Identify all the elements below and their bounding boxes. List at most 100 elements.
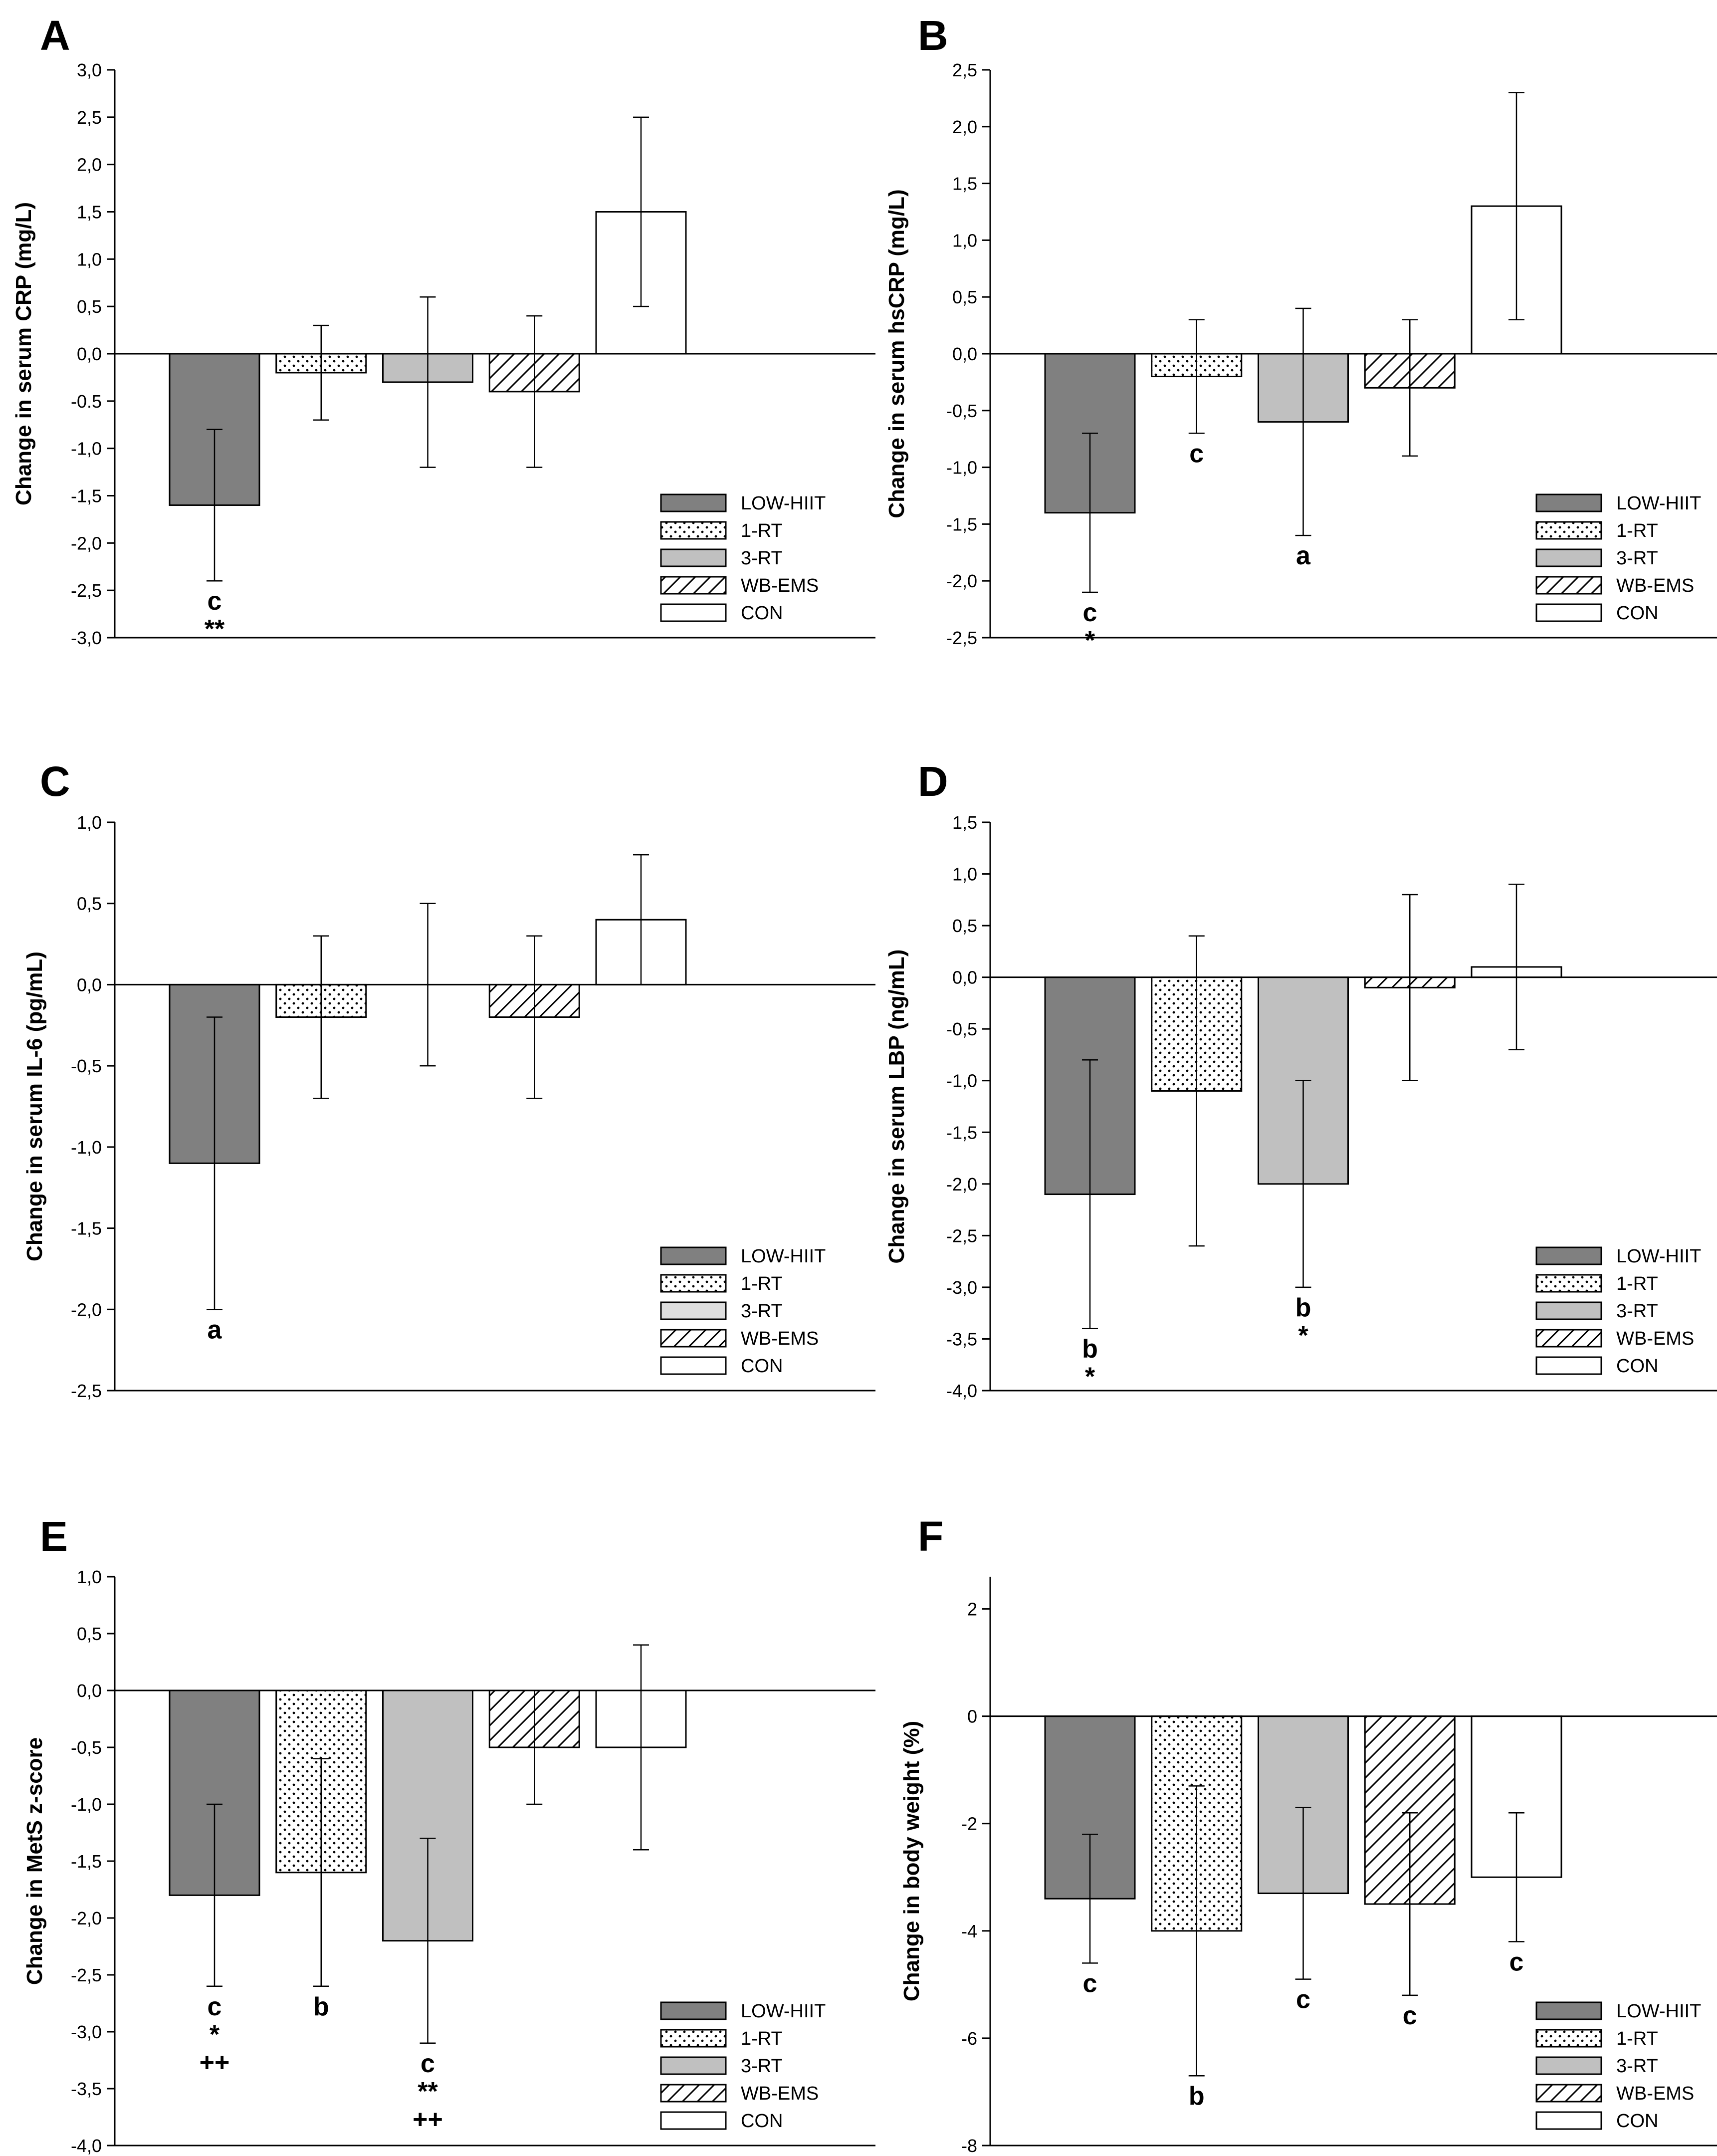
legend-label-wb-ems: WB-EMS [1616,575,1694,596]
legend-label-wb-ems: WB-EMS [741,1328,819,1349]
legend-label-con: CON [741,603,783,624]
y-tick-label: -0,5 [946,1019,977,1039]
chart-panel-b: B Change in serum hsCRP (mg/L) 2,5 2,0 1,5 1,… [884,12,1717,655]
chart-panel-e: E Change in MetS z-score 1,0 0,5 0,0 -0,5 -1,0… [22,1513,875,2156]
y-tick-label: 0,5 [952,287,977,307]
legend-swatch-1-rt [1535,2029,1602,2048]
significance-label: b [1295,1293,1311,1322]
y-tick-label: 0,0 [952,967,977,988]
y-tick-label: -1,0 [71,439,102,459]
legend-label-low-hiit: LOW-HIIT [741,2001,826,2022]
y-tick-label: 0,5 [77,894,102,914]
y-axis-label: Change in serum hsCRP (mg/L) [884,189,909,518]
legend-swatch-wb-ems [660,1329,727,1348]
y-tick-label: -2,5 [946,628,977,648]
y-tick-label: -8 [961,2136,977,2156]
y-tick-label: 1,0 [952,864,977,885]
y-tick-label: 0,5 [77,1624,102,1644]
y-tick-label: -0,5 [71,1056,102,1076]
legend-label-1-rt: 1-RT [1616,520,1658,541]
significance-label: ++ [413,2105,443,2134]
legend-label-low-hiit: LOW-HIIT [1616,1246,1701,1267]
legend-swatch-1-rt [1535,1274,1602,1293]
y-tick-label: -2,5 [71,580,102,601]
significance-label: ** [418,2077,438,2106]
y-tick-label: -0,5 [946,401,977,421]
y-axis-label: Change in serum IL-6 (pg/mL) [22,952,47,1261]
y-tick-label: 1,0 [77,812,102,833]
y-tick-label: -2,5 [71,1381,102,1401]
y-tick-label: -1,5 [946,1122,977,1143]
y-tick-label: -2,5 [71,1965,102,1985]
legend-label-1-rt: 1-RT [741,2028,783,2049]
y-tick-label: -3,0 [946,1277,977,1298]
y-tick-label: 2,0 [77,155,102,175]
significance-label: b [1189,2082,1205,2111]
legend-label-3-rt: 3-RT [1616,548,1658,569]
y-tick-label: 0 [967,1706,977,1727]
y-tick-label: -3,5 [946,1329,977,1349]
legend-label-wb-ems: WB-EMS [741,2083,819,2104]
legend-label-con: CON [741,2111,783,2132]
legend-swatch-con [660,1356,727,1375]
legend-label-wb-ems: WB-EMS [1616,1328,1694,1349]
significance-label: a [208,1315,222,1344]
legend-label-3-rt: 3-RT [741,548,783,569]
y-tick-label: -1,0 [71,1137,102,1158]
legend-swatch-1-rt [1535,521,1602,540]
y-tick-label: 2,5 [77,107,102,128]
legend-swatch-wb-ems [1535,576,1602,595]
chart-panel-c: C Change in serum IL-6 (pg/mL) 1,0 0,5 0,0 -0… [22,758,875,1401]
legend-swatch-con [660,603,727,622]
legend-swatch-1-rt [660,1274,727,1293]
legend-swatch-1-rt [660,2029,727,2048]
y-tick-label: 1,5 [952,174,977,194]
panel-letter: D [918,758,948,805]
legend-swatch-con [1535,1356,1602,1375]
y-tick-label: -0,5 [71,1737,102,1758]
legend-label-con: CON [1616,1356,1658,1377]
y-tick-label: -1,5 [946,514,977,534]
y-tick-label: 0,5 [952,916,977,936]
legend-swatch-3-rt [1535,2056,1602,2075]
chart-panel-d: D Change in serum LBP (ng/mL) 1,5 1,0 0,5 0,0… [884,758,1717,1401]
y-tick-label: 1,5 [77,202,102,223]
y-tick-label: -2,0 [71,1908,102,1928]
y-axis-label: Change in MetS z-score [22,1737,47,1985]
legend-swatch-con [1535,603,1602,622]
legend-swatch-1-rt [660,521,727,540]
legend-swatch-con [660,2111,727,2130]
legend-label-3-rt: 3-RT [1616,2056,1658,2077]
significance-label: * [1298,1321,1308,1350]
legend-swatch-wb-ems [1535,1329,1602,1348]
significance-label: c [1189,439,1204,468]
legend-swatch-3-rt [660,2056,727,2075]
y-tick-label: -2,0 [71,1299,102,1320]
y-tick-label: 3,0 [77,60,102,80]
y-tick-label: 2,0 [952,117,977,137]
y-tick-label: 0,0 [952,344,977,364]
legend-swatch-3-rt [1535,1301,1602,1320]
y-tick-label: -3,5 [71,2079,102,2099]
significance-label: b [313,1992,329,2021]
significance-label: c [208,587,222,616]
y-tick-label: -1,5 [71,1851,102,1872]
significance-label: * [1085,1363,1095,1392]
legend-swatch-3-rt [660,1301,727,1320]
significance-label: * [1085,626,1095,655]
y-tick-label: 1,5 [952,812,977,833]
y-tick-label: -3,0 [71,628,102,648]
legend-label-3-rt: 3-RT [741,1301,783,1322]
significance-label: ** [205,615,225,644]
panel-letter: E [40,1513,68,1560]
y-tick-label: -4,0 [71,2136,102,2156]
y-tick-label: -6 [961,2028,977,2049]
y-tick-label: -1,5 [71,1218,102,1239]
legend-label-low-hiit: LOW-HIIT [741,493,826,514]
y-tick-label: -2 [961,1814,977,1834]
bar-wb-ems [1364,1715,1456,1905]
legend-label-con: CON [1616,603,1658,624]
y-tick-label: 1,0 [77,249,102,269]
legend-label-3-rt: 3-RT [1616,1301,1658,1322]
legend-swatch-low-hiit [1535,2001,1602,2020]
